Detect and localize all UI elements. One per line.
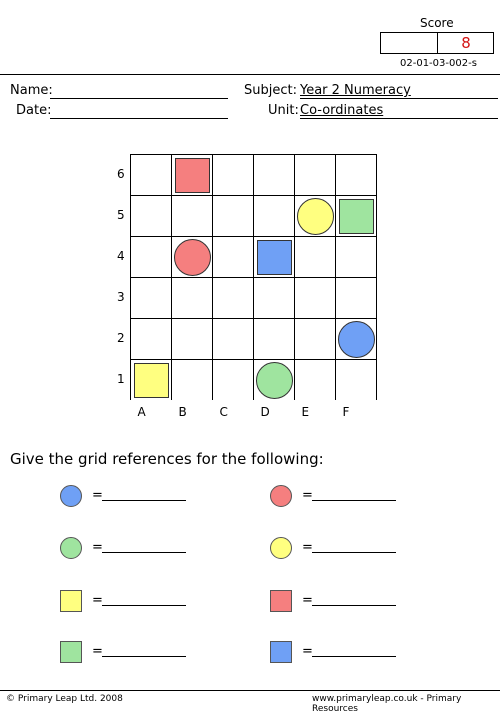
grid-circle-b4: [173, 238, 211, 276]
answer-blank[interactable]: [102, 656, 186, 657]
unit-label: Unit:: [268, 103, 299, 118]
footer-website: www.primaryleap.co.uk - Primary Resource…: [312, 694, 462, 714]
footer-divider: [0, 690, 500, 691]
score-divider: [437, 33, 438, 53]
answer-square-icon: [60, 590, 82, 612]
coordinate-grid: [130, 154, 378, 400]
column-label-a: A: [137, 405, 146, 419]
answer-blank[interactable]: [102, 552, 186, 553]
answer-item: =: [60, 537, 190, 561]
answer-item: =: [270, 537, 400, 561]
answer-blank[interactable]: [312, 552, 396, 553]
grid-square-b6: [174, 157, 210, 193]
answer-item: =: [270, 641, 400, 665]
subject-line: [300, 98, 498, 99]
unit-value: Co-ordinates: [300, 103, 384, 118]
answer-circle-icon: [270, 537, 292, 559]
answer-blank[interactable]: [312, 500, 396, 501]
equals-sign: =: [92, 488, 103, 503]
grid-lines: [130, 154, 377, 400]
equals-sign: =: [302, 540, 313, 555]
answer-circle-icon: [270, 485, 292, 507]
answer-circle-icon: [60, 537, 82, 559]
row-label-1: 1: [117, 371, 125, 386]
row-label-2: 2: [117, 330, 125, 345]
equals-sign: =: [92, 540, 103, 555]
footer-copyright: © Primary Leap Ltd. 2008: [6, 694, 123, 704]
answer-item: =: [270, 485, 400, 509]
row-label-3: 3: [117, 289, 125, 304]
subject-value: Year 2 Numeracy: [300, 83, 411, 98]
header-divider: [0, 74, 500, 75]
sheet-code: 02-01-03-002-s: [400, 58, 477, 69]
answer-blank[interactable]: [312, 605, 396, 606]
column-label-f: F: [342, 405, 350, 419]
date-label: Date:: [16, 103, 52, 118]
row-label-5: 5: [117, 207, 125, 222]
unit-line: [300, 118, 498, 119]
equals-sign: =: [302, 488, 313, 503]
column-label-d: D: [260, 405, 270, 419]
grid-circle-e5: [296, 197, 334, 235]
answer-blank[interactable]: [102, 500, 186, 501]
answer-blank[interactable]: [102, 605, 186, 606]
equals-sign: =: [302, 644, 313, 659]
answer-item: =: [60, 590, 190, 614]
column-label-b: B: [178, 405, 187, 419]
subject-label: Subject:: [244, 83, 297, 98]
answer-square-icon: [270, 590, 292, 612]
score-box: 8: [380, 32, 494, 54]
row-label-6: 6: [117, 166, 125, 181]
equals-sign: =: [302, 593, 313, 608]
answer-square-icon: [60, 641, 82, 663]
column-label-e: E: [301, 405, 310, 419]
answer-item: =: [60, 641, 190, 665]
name-label: Name:: [10, 83, 53, 98]
question-text: Give the grid references for the followi…: [10, 450, 324, 468]
grid-circle-f2: [337, 320, 375, 358]
equals-sign: =: [92, 593, 103, 608]
answer-item: =: [270, 590, 400, 614]
equals-sign: =: [92, 644, 103, 659]
grid-square-a1: [133, 362, 169, 398]
answer-circle-icon: [60, 485, 82, 507]
column-label-c: C: [219, 405, 228, 419]
grid-square-d4: [256, 239, 292, 275]
answer-blank[interactable]: [312, 656, 396, 657]
answer-square-icon: [270, 641, 292, 663]
answer-item: =: [60, 485, 190, 509]
score-label: Score: [420, 16, 454, 30]
name-field[interactable]: [50, 98, 228, 99]
grid-square-f5: [338, 198, 374, 234]
score-value: 8: [461, 34, 471, 52]
grid-circle-d1: [255, 361, 293, 399]
row-label-4: 4: [117, 248, 125, 263]
date-field[interactable]: [50, 118, 228, 119]
